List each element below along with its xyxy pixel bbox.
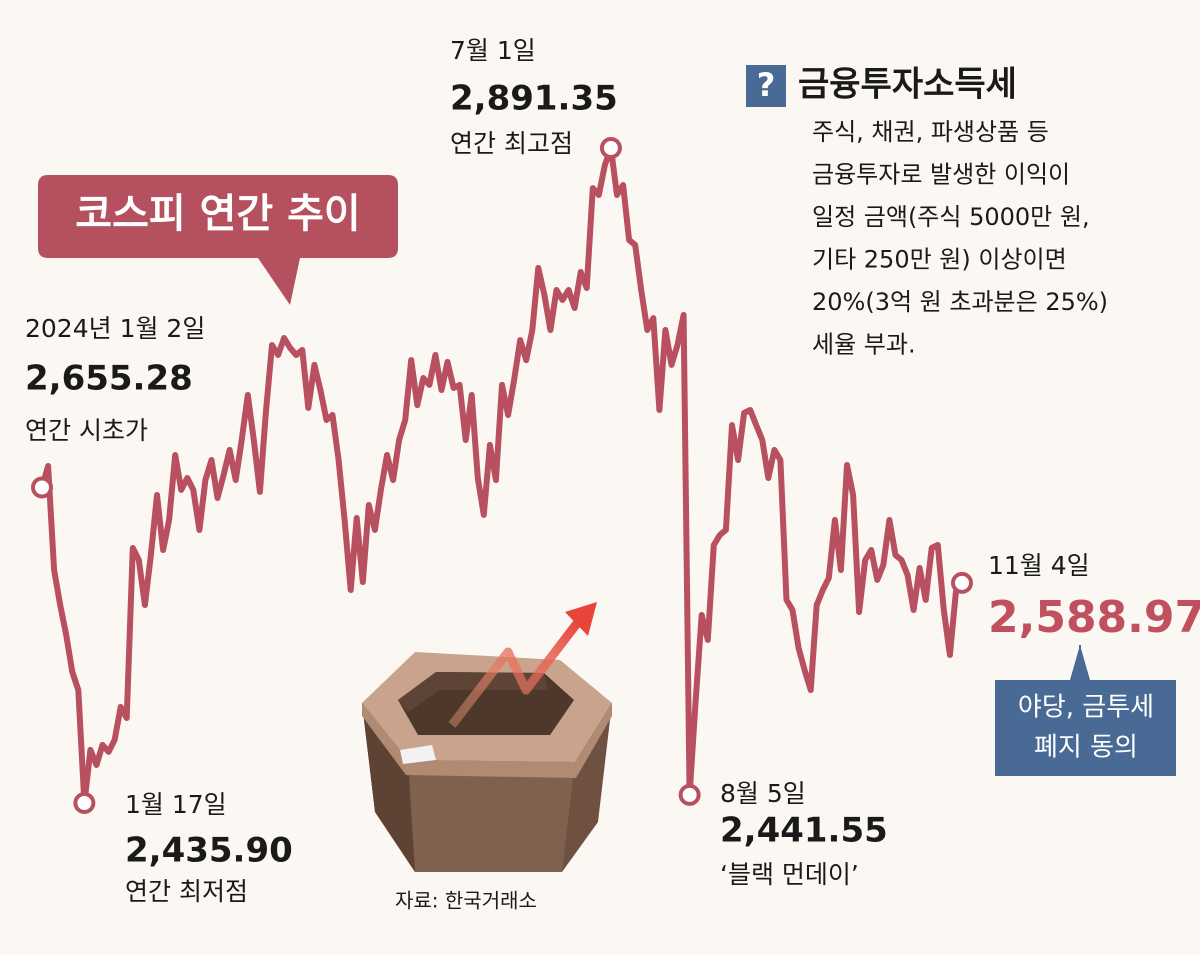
kospi-line (39, 145, 965, 806)
point-marker (73, 792, 96, 814)
question-icon (746, 65, 786, 107)
annotation-date: 1월 17일 (125, 790, 227, 819)
sidebar-line: 세율 부과. (812, 331, 916, 359)
sidebar-line: 일정 금액(주식 5000만 원, (812, 203, 1090, 231)
annotation-value: 2,891.35 (450, 79, 618, 119)
chart-title: 코스피 연간 추이 (75, 191, 360, 237)
point-marker (599, 137, 622, 159)
callout-line: 야당, 금투세 (1018, 693, 1154, 723)
sidebar-line: 20%(3억 원 초과분은 25%) (812, 288, 1108, 316)
annotation-note: 연간 시초가 (25, 416, 148, 445)
sidebar-line: 기타 250만 원) 이상이면 (812, 246, 1067, 274)
pot-illustration (362, 602, 612, 872)
annotation-date: 2024년 1월 2일 (25, 314, 205, 343)
annotation-value: 2,588.97 (988, 592, 1200, 643)
sidebar-title: 금융투자소득세 (798, 65, 1017, 105)
sidebar-line: 주식, 채권, 파생상품 등 (812, 118, 1049, 146)
annotation-note: ‘블랙 먼데이’ (720, 860, 859, 889)
point-marker (678, 783, 701, 806)
annotation-date: 11월 4일 (988, 551, 1090, 580)
annotation-value: 2,655.28 (25, 359, 193, 399)
title-bubble (38, 175, 398, 305)
point-marker (951, 571, 973, 594)
annotation-value: 2,435.90 (125, 831, 293, 871)
point-marker (31, 476, 53, 499)
callout-line: 폐지 동의 (1034, 733, 1138, 763)
sidebar-line: 금융투자로 발생한 이익이 (812, 161, 1070, 189)
annotation-note: 연간 최저점 (125, 877, 248, 906)
annotation-note: 연간 최고점 (450, 129, 573, 158)
icon-text: ? (757, 66, 776, 104)
source: 자료: 한국거래소 (395, 889, 537, 913)
annotation-value: 2,441.55 (720, 811, 888, 851)
annotation-date: 8월 5일 (720, 779, 806, 808)
callout-box (995, 645, 1176, 776)
annotation-date: 7월 1일 (450, 36, 536, 65)
plot: 2024년 1월 2일 2,655.28 연간 시초가 1월 17일 2,435.90 연… (25, 36, 1200, 906)
